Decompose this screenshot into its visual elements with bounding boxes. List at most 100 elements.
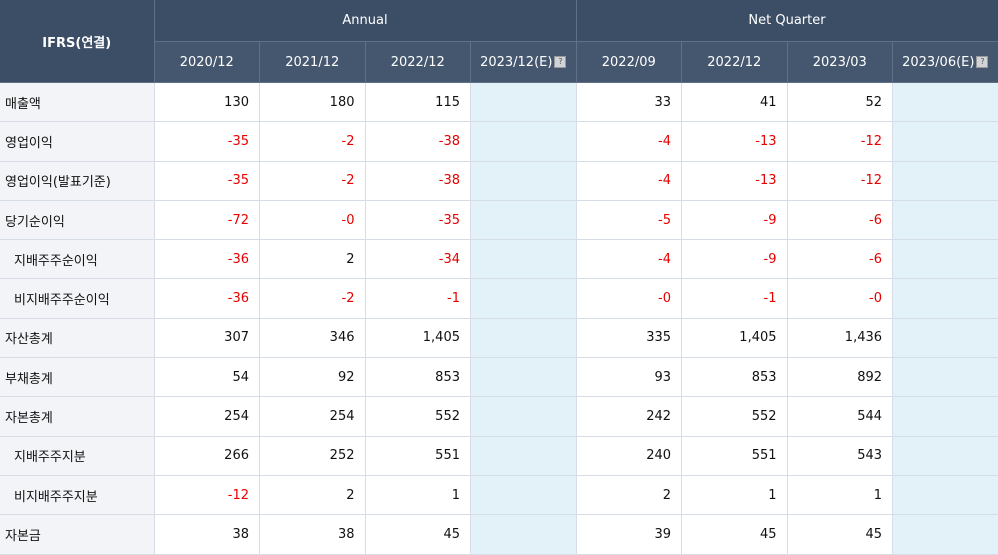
table-body: 매출액 130 180 115 33 41 52 영업이익 -35 -2 -38 -4 -13 -12 영업…: [0, 82, 998, 555]
row-label[interactable]: 당기순이익: [0, 200, 155, 241]
value-cell: -38: [365, 121, 471, 162]
value-cell: 180: [259, 82, 366, 123]
row-label[interactable]: 비지배주주지분: [0, 475, 155, 516]
value-cell: 552: [681, 396, 788, 437]
period-label: 2022/12: [707, 54, 762, 70]
value-cell: 551: [681, 436, 788, 476]
value-cell: -12: [787, 161, 894, 201]
value-cell: -1: [681, 278, 788, 319]
period-label: 2023/12(E): [480, 54, 553, 70]
value-cell: 39: [576, 514, 683, 555]
value-cell: 45: [681, 514, 788, 555]
period-header: 2022/12: [365, 41, 471, 83]
period-header: 2022/12: [681, 41, 788, 83]
table-row: 영업이익 -35 -2 -38 -4 -13 -12: [0, 121, 998, 162]
value-cell: 38: [154, 514, 260, 555]
header-group-row: IFRS(연결) Annual Net Quarter: [0, 0, 998, 83]
value-cell: 41: [681, 82, 788, 123]
period-label: 2022/09: [601, 54, 656, 70]
row-label[interactable]: 지배주주순이익: [0, 239, 155, 280]
row-label[interactable]: 매출액: [0, 82, 155, 123]
value-cell: 2: [576, 475, 683, 516]
estimate-cell: [470, 239, 577, 280]
estimate-cell: [470, 396, 577, 437]
estimate-cell: [892, 239, 998, 280]
period-label: 2023/03: [812, 54, 867, 70]
value-cell: -13: [681, 161, 788, 201]
value-cell: 2: [259, 239, 366, 280]
value-cell: -4: [576, 121, 683, 162]
value-cell: 892: [787, 357, 894, 398]
value-cell: -2: [259, 121, 366, 162]
value-cell: -1: [365, 278, 471, 319]
value-cell: 2: [259, 475, 366, 516]
value-cell: -9: [681, 200, 788, 241]
value-cell: 92: [259, 357, 366, 398]
estimate-cell: [892, 318, 998, 359]
value-cell: 254: [154, 396, 260, 437]
period-header-estimate: 2023/12(E)?: [470, 41, 577, 83]
value-cell: 33: [576, 82, 683, 123]
row-label[interactable]: 영업이익: [0, 121, 155, 162]
value-cell: -35: [365, 200, 471, 241]
table-row: 당기순이익 -72 -0 -35 -5 -9 -6: [0, 200, 998, 241]
value-cell: 1,436: [787, 318, 894, 359]
row-label[interactable]: 비지배주주순이익: [0, 278, 155, 319]
period-header: 2022/09: [576, 41, 683, 83]
value-cell: -35: [154, 161, 260, 201]
value-cell: -38: [365, 161, 471, 201]
value-cell: 115: [365, 82, 471, 123]
estimate-cell: [892, 121, 998, 162]
value-cell: -4: [576, 161, 683, 201]
value-cell: 252: [259, 436, 366, 476]
estimate-cell: [470, 200, 577, 241]
value-cell: -35: [154, 121, 260, 162]
estimate-cell: [470, 436, 577, 476]
value-cell: -12: [787, 121, 894, 162]
value-cell: 551: [365, 436, 471, 476]
estimate-cell: [470, 82, 577, 123]
group-header-net-quarter: Net Quarter: [576, 0, 998, 42]
estimate-cell: [892, 278, 998, 319]
estimate-cell: [470, 357, 577, 398]
value-cell: 307: [154, 318, 260, 359]
value-cell: 45: [787, 514, 894, 555]
row-label[interactable]: 지배주주지분: [0, 436, 155, 476]
row-label[interactable]: 부채총계: [0, 357, 155, 398]
estimate-cell: [892, 436, 998, 476]
estimate-cell: [470, 514, 577, 555]
row-label[interactable]: 영업이익(발표기준): [0, 161, 155, 201]
table-row: 매출액 130 180 115 33 41 52: [0, 82, 998, 123]
estimate-cell: [470, 121, 577, 162]
estimate-cell: [892, 82, 998, 123]
period-label: 2020/12: [179, 54, 234, 70]
info-icon[interactable]: ?: [976, 56, 989, 68]
info-icon[interactable]: ?: [554, 56, 567, 68]
value-cell: 346: [259, 318, 366, 359]
value-cell: 1: [365, 475, 471, 516]
corner-header: IFRS(연결): [0, 0, 155, 83]
value-cell: 38: [259, 514, 366, 555]
table-row: 지배주주지분 266 252 551 240 551 543: [0, 436, 998, 476]
period-label: 2023/06(E): [902, 54, 975, 70]
estimate-cell: [892, 475, 998, 516]
table-row: 비지배주주지분 -12 2 1 2 1 1: [0, 475, 998, 516]
row-label[interactable]: 자본금: [0, 514, 155, 555]
estimate-cell: [892, 161, 998, 201]
value-cell: 335: [576, 318, 683, 359]
row-label[interactable]: 자산총계: [0, 318, 155, 359]
value-cell: 1,405: [365, 318, 471, 359]
value-cell: -6: [787, 200, 894, 241]
value-cell: 240: [576, 436, 683, 476]
table-row: 자본금 38 38 45 39 45 45: [0, 514, 998, 555]
estimate-cell: [470, 318, 577, 359]
value-cell: 242: [576, 396, 683, 437]
value-cell: -0: [787, 278, 894, 319]
value-cell: -0: [576, 278, 683, 319]
period-label: 2021/12: [285, 54, 340, 70]
value-cell: 130: [154, 82, 260, 123]
value-cell: 254: [259, 396, 366, 437]
table-row: 지배주주순이익 -36 2 -34 -4 -9 -6: [0, 239, 998, 280]
row-label[interactable]: 자본총계: [0, 396, 155, 437]
group-header-annual: Annual: [154, 0, 577, 42]
